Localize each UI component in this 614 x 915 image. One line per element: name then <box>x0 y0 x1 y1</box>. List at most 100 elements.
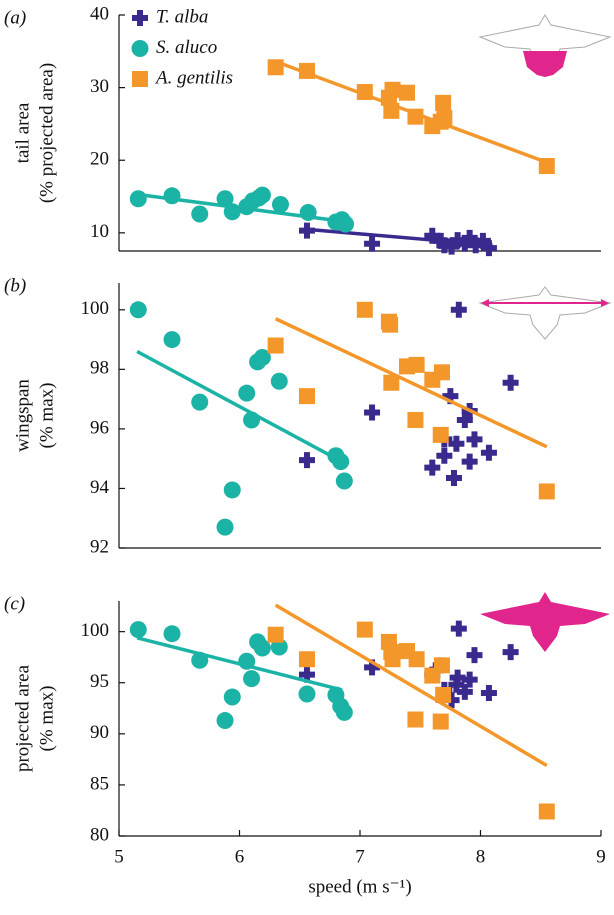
point <box>223 688 241 706</box>
point <box>448 435 465 452</box>
point <box>398 84 415 101</box>
panel-label: (c) <box>4 593 25 614</box>
point <box>163 187 181 205</box>
point <box>216 518 234 536</box>
point <box>191 205 209 223</box>
fit-line <box>274 603 548 768</box>
fit-line <box>275 59 548 165</box>
point <box>435 94 452 111</box>
point <box>253 186 271 204</box>
point <box>356 621 373 638</box>
y-tick-label: 100 <box>81 298 110 319</box>
point <box>298 685 316 703</box>
point <box>436 447 453 464</box>
point <box>335 703 353 721</box>
point <box>433 657 450 674</box>
point <box>424 459 441 476</box>
y-tick-label: 30 <box>90 76 109 97</box>
point <box>456 683 473 700</box>
silhouette-wingspan <box>478 286 612 340</box>
point <box>298 666 315 683</box>
point <box>163 331 181 349</box>
y-tick-label: 100 <box>81 620 110 641</box>
y-tick-label: 95 <box>90 671 109 692</box>
point <box>461 453 478 470</box>
point <box>253 348 271 366</box>
point <box>243 670 261 688</box>
y-tick-label: 85 <box>90 773 109 794</box>
point <box>461 229 478 246</box>
y-axis-label: (% max) <box>36 686 57 752</box>
point <box>538 483 555 500</box>
x-tick-label: 9 <box>596 846 606 867</box>
point <box>337 215 355 233</box>
point <box>432 713 449 730</box>
point <box>129 301 147 319</box>
point <box>270 638 288 656</box>
y-axis-label: wingspan <box>12 379 33 452</box>
point <box>384 651 401 668</box>
legend-label: S. aluco <box>156 37 217 58</box>
point <box>449 232 466 249</box>
point <box>445 470 462 487</box>
point <box>253 639 271 657</box>
point <box>443 238 460 255</box>
panel-label: (a) <box>4 7 26 28</box>
point <box>238 384 256 402</box>
point <box>408 356 425 373</box>
y-axis-label: projected area <box>12 664 33 772</box>
legend-marker <box>132 71 148 87</box>
point <box>461 671 478 688</box>
point <box>502 374 519 391</box>
silhouette-area <box>480 592 610 652</box>
point <box>450 301 467 318</box>
y-tick-label: 92 <box>90 536 109 557</box>
legend-marker <box>132 10 148 26</box>
point <box>480 240 497 257</box>
point <box>384 81 401 98</box>
point <box>216 190 234 208</box>
point <box>163 625 181 643</box>
point <box>356 301 373 318</box>
point <box>298 388 315 405</box>
point <box>383 374 400 391</box>
y-axis-label: tail area <box>12 102 33 163</box>
legend-label: A. gentilis <box>154 67 233 88</box>
y-tick-label: 10 <box>90 221 109 242</box>
point <box>364 404 381 421</box>
point <box>267 626 284 643</box>
legend-marker <box>131 40 149 57</box>
point <box>442 388 459 405</box>
point <box>456 411 473 428</box>
fit-line <box>274 317 548 449</box>
point <box>267 337 284 354</box>
y-tick-label: 94 <box>90 477 110 498</box>
point <box>435 687 452 703</box>
point <box>382 316 399 333</box>
point <box>335 472 353 490</box>
point <box>538 803 555 820</box>
x-tick-label: 7 <box>355 846 365 867</box>
point <box>298 452 315 469</box>
point <box>424 227 441 244</box>
fit-line <box>136 349 343 464</box>
point <box>223 481 241 499</box>
y-axis-label: (% projected area) <box>36 63 57 203</box>
point <box>270 372 288 390</box>
point <box>407 411 424 428</box>
y-tick-label: 20 <box>90 149 109 170</box>
point <box>502 644 519 661</box>
point <box>216 712 234 730</box>
point <box>364 235 381 252</box>
legend-label: T. alba <box>156 6 208 27</box>
y-tick-label: 98 <box>90 358 109 379</box>
panel-label: (b) <box>4 275 26 296</box>
point <box>449 669 466 686</box>
x-tick-label: 8 <box>476 846 486 867</box>
point <box>191 393 209 411</box>
y-tick-label: 96 <box>90 417 109 438</box>
point <box>298 651 315 668</box>
y-tick-label: 80 <box>90 824 109 845</box>
point <box>407 711 424 728</box>
